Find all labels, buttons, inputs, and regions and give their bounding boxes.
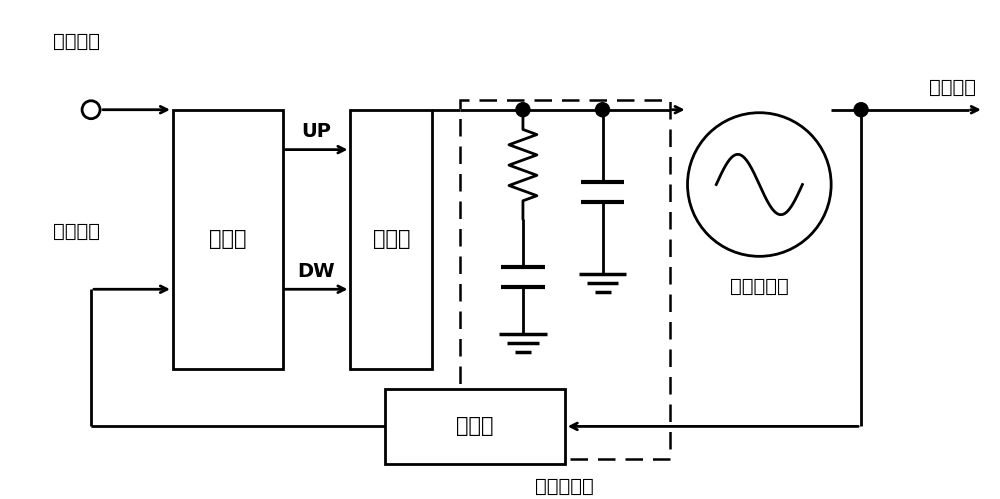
Text: 输出时钟: 输出时钟 (929, 78, 976, 97)
Text: 鉴频器: 鉴频器 (209, 230, 246, 250)
Text: 压控振荚器: 压控振荚器 (730, 277, 789, 296)
Bar (385, 389, 565, 464)
Text: 反馈时钟: 反馈时钟 (53, 222, 100, 241)
Bar (460, 100, 670, 459)
Circle shape (596, 103, 610, 117)
Text: 环路滤波器: 环路滤波器 (535, 477, 594, 496)
Bar (350, 110, 432, 369)
Text: UP: UP (302, 122, 331, 141)
Circle shape (516, 103, 530, 117)
Bar (173, 110, 283, 369)
Text: DW: DW (298, 262, 335, 281)
Circle shape (82, 101, 100, 119)
Circle shape (688, 113, 831, 256)
Text: 参考时钟: 参考时钟 (53, 32, 100, 51)
Circle shape (854, 103, 868, 117)
Text: 分频器: 分频器 (456, 416, 494, 437)
Text: 电荷泵: 电荷泵 (373, 230, 410, 250)
